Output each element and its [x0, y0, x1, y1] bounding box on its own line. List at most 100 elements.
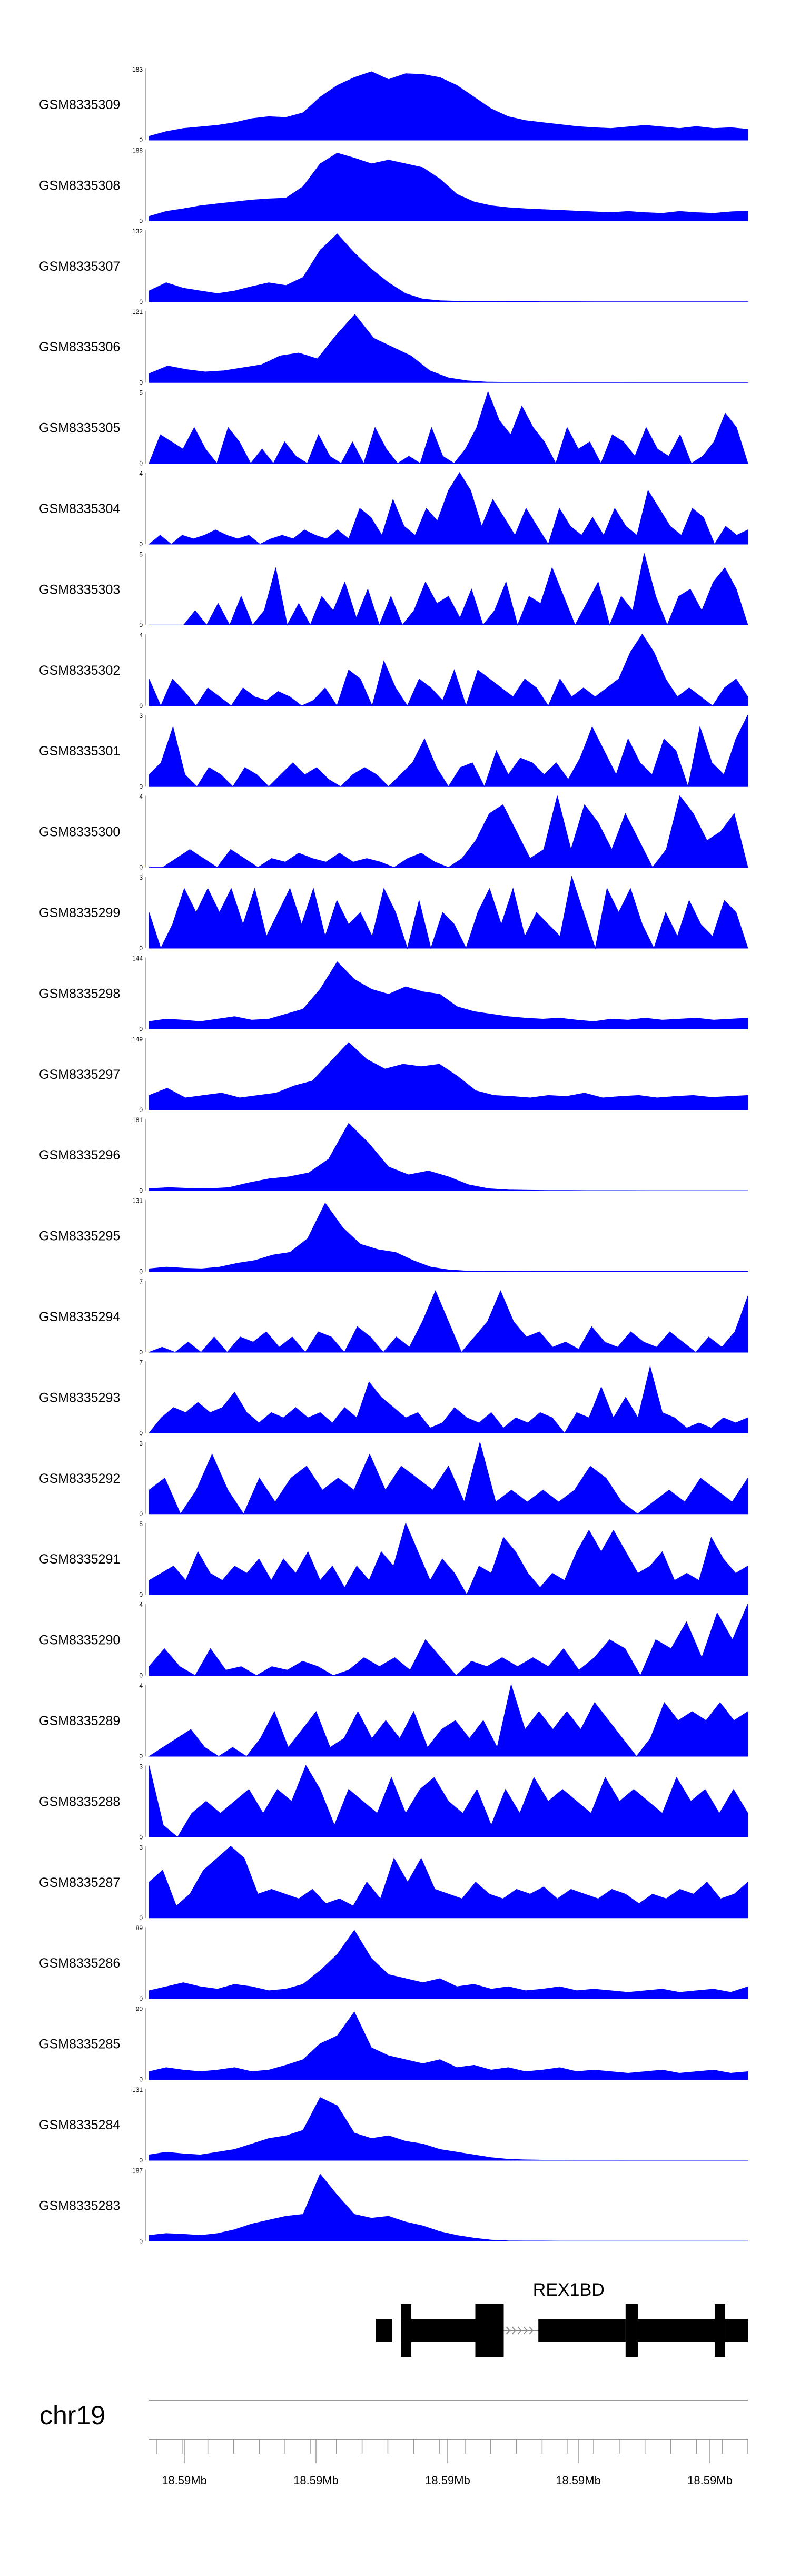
track-label: GSM8335306 [39, 340, 120, 355]
track-label: GSM8335302 [39, 663, 120, 678]
coverage-area [149, 314, 748, 383]
y-max-label: 188 [132, 146, 143, 154]
strand-arrow [506, 2326, 510, 2335]
coverage-area [149, 1441, 748, 1515]
track-GSM8335305: GSM8335305 5 0 [39, 389, 748, 467]
y-max-label: 5 [139, 389, 143, 397]
track-GSM8335289: GSM8335289 4 0 [39, 1682, 748, 1760]
y-max-label: 89 [136, 1924, 143, 1932]
track-label: GSM8335288 [39, 1794, 120, 1809]
axis-tick-label: 18.59Mb [162, 2474, 207, 2487]
coverage-area [149, 71, 748, 141]
gene-exon [376, 2319, 392, 2342]
gene-exon [411, 2319, 476, 2342]
gene-strand-arrows [506, 2326, 534, 2335]
track-label: GSM8335303 [39, 582, 120, 597]
track-label: GSM8335309 [39, 97, 120, 112]
track-GSM8335294: GSM8335294 7 0 [39, 1278, 748, 1356]
track-label: GSM8335292 [39, 1471, 120, 1486]
y-max-label: 183 [132, 66, 143, 73]
track-label: GSM8335305 [39, 421, 120, 436]
y-max-label: 4 [139, 1682, 143, 1689]
coverage-area [149, 633, 748, 707]
gene-exon [725, 2319, 748, 2342]
coverage-tracks: GSM8335309 183 0 GSM8335308 188 0 GSM8335307 13… [39, 66, 748, 2245]
y-max-label: 4 [139, 1601, 143, 1609]
coverage-area [148, 1366, 748, 1434]
y-min-label: 0 [139, 783, 143, 790]
track-label: GSM8335287 [39, 1875, 120, 1890]
track-label: GSM8335290 [39, 1633, 120, 1648]
coverage-area [149, 795, 748, 868]
gene-exon [638, 2319, 715, 2342]
y-max-label: 187 [132, 2167, 143, 2174]
y-min-label: 0 [139, 1995, 143, 2002]
track-label: GSM8335296 [39, 1148, 120, 1163]
coverage-area [149, 1522, 748, 1596]
track-GSM8335301: GSM8335301 3 0 [39, 712, 748, 790]
y-max-label: 90 [136, 2005, 143, 2013]
coverage-area [148, 1684, 748, 1757]
coverage-area [149, 961, 748, 1029]
track-label: GSM8335291 [39, 1552, 120, 1567]
coverage-area [149, 391, 748, 464]
gene-label: REX1BD [533, 2280, 605, 2300]
gene-exons [376, 2304, 748, 2357]
track-label: GSM8335283 [39, 2198, 120, 2213]
track-GSM8335287: GSM8335287 3 0 [39, 1844, 748, 1922]
y-min-label: 0 [139, 1349, 143, 1356]
strand-arrow [523, 2326, 528, 2335]
track-GSM8335302: GSM8335302 4 0 [39, 632, 748, 710]
track-label: GSM8335293 [39, 1390, 120, 1405]
track-label: GSM8335294 [39, 1310, 120, 1324]
coverage-area [149, 1846, 748, 1919]
y-min-label: 0 [139, 1591, 143, 1598]
track-label: GSM8335284 [39, 2118, 120, 2132]
gene-exon-coding [625, 2304, 638, 2357]
coverage-area [149, 2174, 748, 2241]
chromosome-ideogram-track: chr19 [39, 2400, 748, 2430]
y-min-label: 0 [139, 1914, 143, 1922]
y-max-label: 3 [139, 874, 143, 881]
y-min-label: 0 [139, 702, 143, 710]
y-min-label: 0 [139, 2237, 143, 2245]
y-min-label: 0 [139, 2157, 143, 2164]
y-max-label: 149 [132, 1036, 143, 1043]
coverage-area [149, 2011, 748, 2080]
y-max-label: 5 [139, 550, 143, 558]
axis-tick-label: 18.59Mb [687, 2474, 733, 2487]
gene-exon-coding [401, 2304, 411, 2357]
track-GSM8335308: GSM8335308 188 0 [39, 146, 748, 224]
y-max-label: 5 [139, 1520, 143, 1528]
gene-exon-coding [715, 2304, 725, 2357]
track-GSM8335306: GSM8335306 121 0 [39, 308, 748, 386]
y-max-label: 7 [139, 1359, 143, 1366]
y-max-label: 4 [139, 793, 143, 801]
axis-tick-label: 18.59Mb [425, 2474, 470, 2487]
track-GSM8335297: GSM8335297 149 0 [39, 1036, 748, 1114]
y-max-label: 7 [139, 1278, 143, 1285]
y-min-label: 0 [139, 460, 143, 467]
y-min-label: 0 [139, 2076, 143, 2083]
track-label: GSM8335300 [39, 825, 120, 840]
track-GSM8335285: GSM8335285 90 0 [39, 2005, 748, 2083]
y-max-label: 3 [139, 1440, 143, 1447]
y-min-label: 0 [139, 540, 143, 548]
coverage-area [149, 1290, 748, 1353]
coverage-area [149, 553, 748, 626]
coverage-area [149, 1604, 748, 1676]
track-GSM8335295: GSM8335295 131 0 [39, 1197, 748, 1275]
track-GSM8335300: GSM8335300 4 0 [39, 793, 748, 871]
coverage-area [149, 1930, 748, 1999]
y-max-label: 144 [132, 955, 143, 962]
y-max-label: 4 [139, 632, 143, 639]
y-min-label: 0 [139, 1672, 143, 1679]
track-GSM8335309: GSM8335309 183 0 [39, 66, 748, 144]
y-min-label: 0 [139, 945, 143, 952]
y-min-label: 0 [139, 298, 143, 306]
y-max-label: 4 [139, 470, 143, 477]
y-min-label: 0 [139, 1753, 143, 1760]
genome-axis: 18.59Mb 18.59Mb 18.59Mb 18.59Mb 18.59Mb [149, 2439, 748, 2487]
track-GSM8335307: GSM8335307 132 0 [39, 228, 748, 306]
